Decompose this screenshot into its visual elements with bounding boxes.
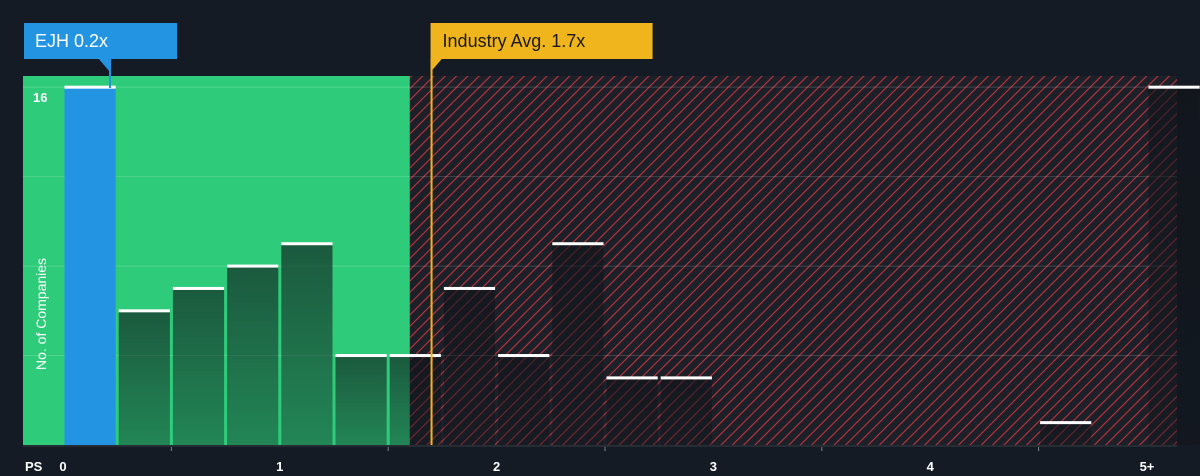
bar-cap [389, 354, 441, 358]
x-tick-label: 1 [276, 459, 283, 474]
y-axis-title: No. of Companies [33, 258, 49, 370]
x-tick-label: 2 [493, 459, 500, 474]
company-pointer [98, 58, 110, 72]
x-axis-title: PS [25, 459, 43, 474]
x-tick-label: 4 [927, 459, 935, 474]
industry-avg-pointer [430, 58, 443, 72]
industry-avg-callout [430, 23, 653, 59]
bar-cap [1040, 421, 1092, 425]
histogram-bar [335, 355, 387, 445]
company-label: EJH 0.2x [35, 31, 108, 51]
histogram-bar [1148, 87, 1200, 445]
histogram-bar [498, 355, 550, 445]
company-bar [64, 87, 116, 445]
x-tick-label: 0 [59, 459, 66, 474]
bar-cap [172, 286, 225, 290]
bar-cap [552, 242, 604, 246]
histogram-bar [281, 243, 333, 445]
bar-cap [281, 242, 333, 246]
bar-cap [227, 264, 279, 268]
histogram-bar [389, 355, 441, 445]
histogram-bar [660, 377, 712, 445]
histogram-bar [552, 243, 604, 445]
histogram-bar [443, 288, 496, 445]
bar-cap [443, 286, 496, 290]
histogram-bar [227, 266, 279, 445]
histogram-bar [606, 377, 658, 445]
y-tick-label: 16 [33, 90, 47, 105]
bar-cap [118, 309, 170, 313]
histogram-bar [1040, 422, 1092, 445]
bar-cap [660, 376, 712, 380]
x-tick-label: 3 [710, 459, 717, 474]
bar-cap [1148, 85, 1200, 89]
bar-cap [498, 354, 550, 358]
industry-avg-label: Industry Avg. 1.7x [443, 31, 586, 51]
bar-cap [335, 354, 387, 358]
bar-cap [64, 85, 116, 89]
histogram-bar [118, 310, 170, 445]
bar-cap [606, 376, 658, 380]
histogram-bar [172, 288, 225, 445]
x-tick-label: 5+ [1140, 459, 1155, 474]
company-callout [24, 23, 177, 59]
